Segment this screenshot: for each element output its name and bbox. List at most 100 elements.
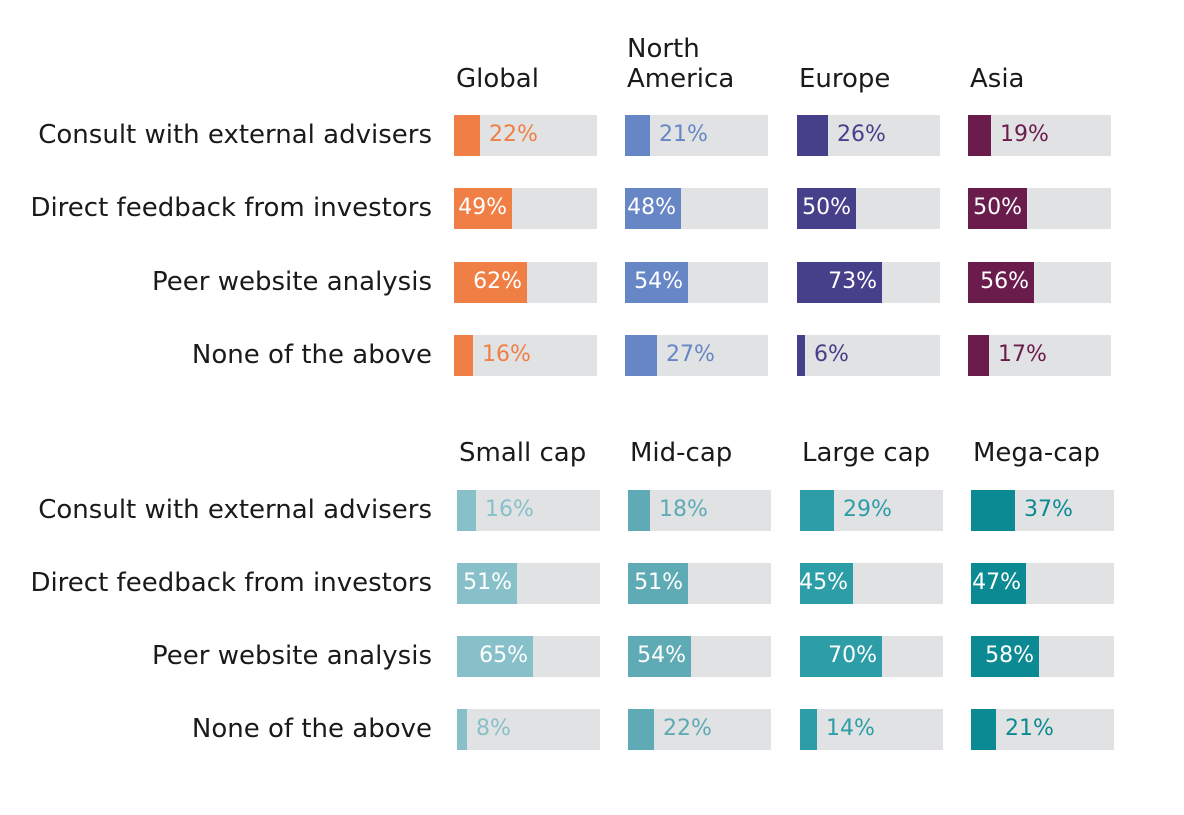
data-label: 14% (826, 716, 875, 741)
bar-track: 16% (457, 490, 600, 531)
data-label: 37% (1024, 497, 1073, 522)
bar-track: 29% (800, 490, 943, 531)
bar-track: 22% (628, 709, 771, 750)
data-label: 16% (482, 342, 531, 367)
data-label: 22% (489, 122, 538, 147)
bar-track: 16% (454, 335, 597, 376)
row-label: Consult with external advisers (38, 120, 432, 150)
bar-track: 47% (971, 563, 1114, 604)
row-label: None of the above (191, 340, 432, 370)
data-label: 18% (659, 497, 708, 522)
bar (454, 188, 512, 229)
data-label: 54% (634, 269, 683, 294)
bar (625, 188, 681, 229)
data-label: 21% (659, 122, 708, 147)
bar-track: 26% (797, 115, 940, 156)
bar-track: 22% (454, 115, 597, 156)
bar (454, 262, 527, 303)
data-label: 51% (634, 570, 683, 595)
bar-track: 18% (628, 490, 771, 531)
bar-track: 50% (968, 188, 1111, 229)
bar (454, 115, 480, 156)
row-label: Direct feedback from investors (30, 568, 432, 598)
data-label: 8% (476, 716, 511, 741)
bar-track: 17% (968, 335, 1111, 376)
column-header: Mega-cap (973, 438, 1100, 468)
bar (971, 636, 1039, 677)
bar (800, 563, 853, 604)
data-label: 51% (463, 570, 512, 595)
bar (800, 636, 882, 677)
bar (968, 188, 1027, 229)
bar-track: 19% (968, 115, 1111, 156)
bar-track: 62% (454, 262, 597, 303)
bar-track: 48% (625, 188, 768, 229)
bar-track: 49% (454, 188, 597, 229)
column-header: Small cap (459, 438, 587, 468)
bar (628, 636, 691, 677)
bar (628, 709, 654, 750)
bar-track: 54% (628, 636, 771, 677)
data-label: 26% (837, 122, 886, 147)
bar (797, 115, 828, 156)
data-label: 62% (473, 269, 522, 294)
row-label: Peer website analysis (152, 641, 432, 671)
row-label: Consult with external advisers (38, 495, 432, 525)
column-header: North America (627, 34, 735, 94)
bar (968, 262, 1034, 303)
data-label: 50% (973, 195, 1022, 220)
data-label: 58% (985, 643, 1034, 668)
data-label: 50% (802, 195, 851, 220)
bar-track: 37% (971, 490, 1114, 531)
column-header: Mid-cap (630, 438, 733, 468)
bar-track: 51% (628, 563, 771, 604)
column-header: Global (456, 64, 539, 94)
data-label: 29% (843, 497, 892, 522)
bar-track: 54% (625, 262, 768, 303)
data-label: 27% (666, 342, 715, 367)
data-label: 17% (998, 342, 1047, 367)
data-label: 6% (814, 342, 849, 367)
bar (800, 709, 817, 750)
data-label: 19% (1000, 122, 1049, 147)
column-header: Large cap (802, 438, 931, 468)
data-label: 16% (485, 497, 534, 522)
bar (800, 490, 834, 531)
row-label: Peer website analysis (152, 267, 432, 297)
bar-track: 65% (457, 636, 600, 677)
data-label: 73% (828, 269, 877, 294)
data-label: 21% (1005, 716, 1054, 741)
bar (454, 335, 473, 376)
bar (971, 709, 996, 750)
bar-track: 56% (968, 262, 1111, 303)
bar-track: 27% (625, 335, 768, 376)
data-label: 56% (980, 269, 1029, 294)
row-label: Direct feedback from investors (30, 193, 432, 223)
data-label: 48% (627, 195, 676, 220)
column-header: Europe (799, 64, 891, 94)
bar-track: 21% (971, 709, 1114, 750)
bar-track: 50% (797, 188, 940, 229)
bar (625, 262, 688, 303)
bar-track: 6% (797, 335, 940, 376)
bar-track: 14% (800, 709, 943, 750)
bar-track: 8% (457, 709, 600, 750)
bar (971, 490, 1015, 531)
data-label: 47% (972, 570, 1021, 595)
bar (628, 490, 650, 531)
bar-track: 73% (797, 262, 940, 303)
bar (625, 115, 650, 156)
data-label: 22% (663, 716, 712, 741)
bar (457, 636, 533, 677)
row-label: None of the above (191, 714, 432, 744)
bar-track: 21% (625, 115, 768, 156)
bar (968, 335, 989, 376)
bar-track: 45% (799, 563, 943, 604)
bar (628, 563, 688, 604)
column-header: Asia (970, 64, 1025, 94)
bar-track: 70% (800, 636, 943, 677)
bar (968, 115, 991, 156)
data-label: 49% (458, 195, 507, 220)
bar (457, 563, 517, 604)
